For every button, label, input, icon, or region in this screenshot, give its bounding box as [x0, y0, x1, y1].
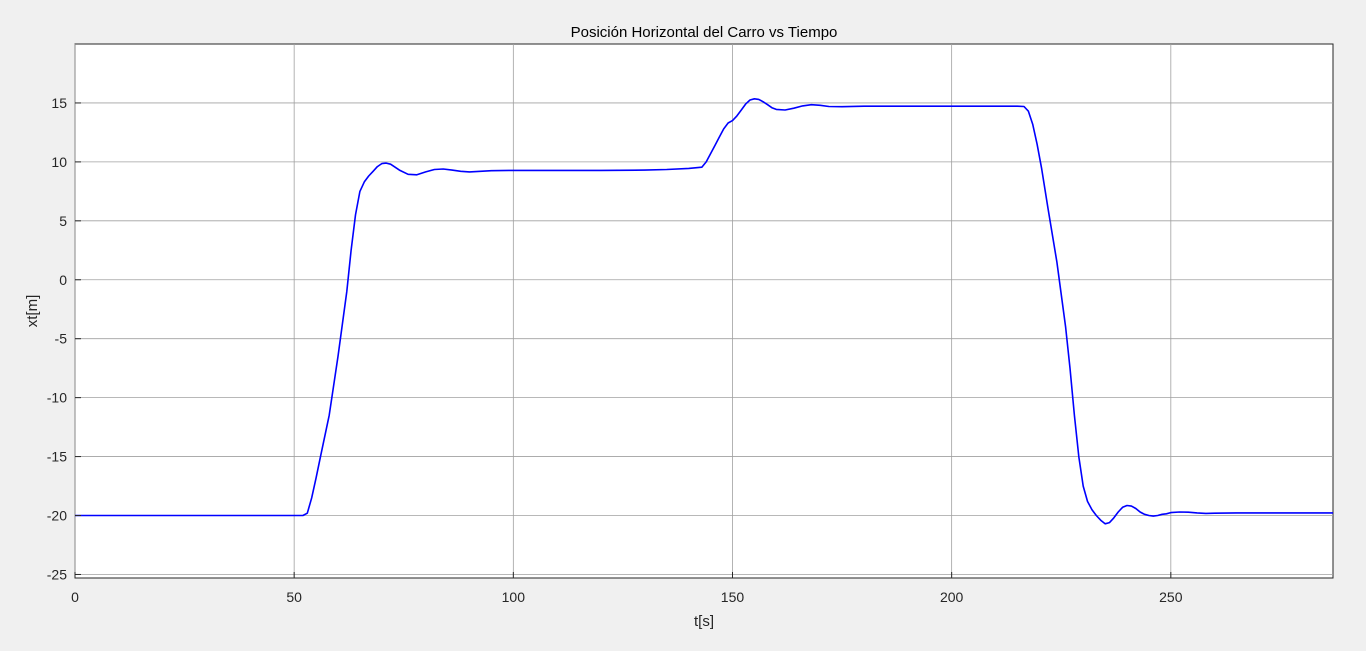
y-tick-label: -20: [47, 508, 67, 524]
y-tick-label: 15: [51, 95, 67, 111]
x-tick-label: 50: [286, 589, 302, 605]
y-tick-label: -25: [47, 566, 67, 582]
plot-area: [74, 43, 1334, 579]
x-tick-label: 100: [502, 589, 526, 605]
x-axis-label: t[s]: [694, 613, 714, 630]
y-tick-label: 5: [59, 213, 67, 229]
x-tick-label: 250: [1159, 589, 1183, 605]
y-tick-label: -15: [47, 449, 67, 465]
y-tick-label: -10: [47, 390, 67, 406]
data-series: [75, 98, 1333, 525]
series-line: [75, 98, 1333, 525]
x-tick-label: 0: [71, 589, 79, 605]
x-tick-label: 200: [940, 589, 964, 605]
y-axis-label: xt[m]: [24, 295, 41, 328]
y-tick-label: -5: [55, 331, 68, 347]
x-tick-label: 150: [721, 589, 745, 605]
chart-title: Posición Horizontal del Carro vs Tiempo: [571, 24, 838, 41]
y-tick-label: 10: [51, 154, 67, 170]
y-tick-label: 0: [59, 272, 67, 288]
